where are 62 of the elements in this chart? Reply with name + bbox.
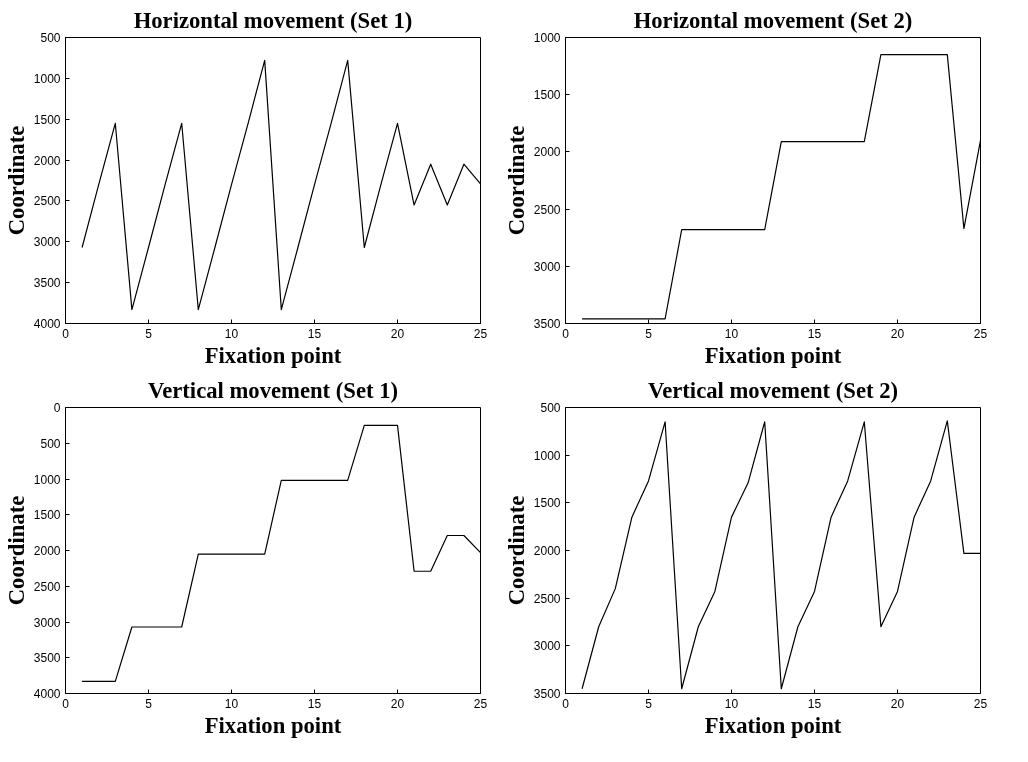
- y-tick-label: 2000: [33, 544, 61, 558]
- y-axis-title: Coordinate: [503, 495, 529, 606]
- x-tick-label: 15: [807, 326, 822, 341]
- x-tick-label: 15: [307, 696, 322, 711]
- y-tick-label: 3500: [533, 317, 561, 331]
- chart-title: Vertical movement (Set 1): [147, 377, 399, 403]
- y-tick-label: 1500: [533, 88, 561, 103]
- x-tick-label: 25: [973, 326, 988, 341]
- y-tick-label: 0: [53, 401, 61, 415]
- x-tick-label: 15: [307, 326, 322, 341]
- y-tick-label: 500: [40, 436, 61, 451]
- y-tick-label: 2500: [533, 202, 561, 217]
- y-tick-label: 3000: [33, 235, 61, 250]
- x-tick-label: 5: [645, 326, 653, 341]
- chart-title: Horizontal movement (Set 2): [633, 7, 913, 33]
- y-tick-label: 1000: [33, 71, 61, 86]
- x-axis-title: Fixation point: [204, 712, 342, 738]
- y-tick-label: 500: [40, 31, 61, 45]
- y-tick-label: 2500: [33, 579, 61, 594]
- x-tick-label: 10: [724, 696, 739, 711]
- x-tick-label: 10: [224, 696, 239, 711]
- x-tick-label: 10: [724, 326, 739, 341]
- y-tick-label: 500: [540, 401, 561, 415]
- y-tick-label: 1000: [533, 31, 561, 45]
- y-tick-label: 2000: [33, 153, 61, 168]
- y-tick-label: 2000: [533, 544, 561, 558]
- x-tick-label: 25: [973, 696, 988, 711]
- y-tick-label: 4000: [33, 317, 61, 331]
- x-tick-label: 15: [807, 696, 822, 711]
- y-tick-label: 1000: [33, 472, 61, 487]
- y-tick-label: 2500: [533, 591, 561, 606]
- x-tick-label: 5: [145, 696, 153, 711]
- x-tick-label: 10: [224, 326, 239, 341]
- x-tick-label: 5: [145, 326, 153, 341]
- x-axis-title: Fixation point: [704, 712, 842, 738]
- x-tick-label: 20: [890, 696, 905, 711]
- y-axis-title: Coordinate: [3, 495, 29, 606]
- y-tick-label: 4000: [33, 687, 61, 701]
- y-axis-title: Coordinate: [503, 125, 529, 236]
- y-tick-label: 3500: [33, 651, 61, 666]
- y-tick-label: 3000: [533, 639, 561, 654]
- x-tick-label: 25: [473, 696, 488, 711]
- y-tick-label: 3000: [533, 259, 561, 274]
- y-tick-label: 3500: [33, 276, 61, 291]
- y-tick-label: 1500: [33, 112, 61, 127]
- y-tick-label: 3500: [533, 687, 561, 701]
- y-tick-label: 2000: [533, 145, 561, 160]
- y-tick-label: 1500: [533, 496, 561, 511]
- y-tick-label: 1500: [33, 508, 61, 523]
- x-tick-label: 5: [645, 696, 653, 711]
- x-tick-label: 20: [890, 326, 905, 341]
- x-axis-title: Fixation point: [204, 342, 342, 368]
- x-tick-label: 20: [390, 696, 405, 711]
- chart-title: Horizontal movement (Set 1): [133, 7, 413, 33]
- x-axis-title: Fixation point: [704, 342, 842, 368]
- y-tick-label: 2500: [33, 194, 61, 209]
- y-tick-label: 1000: [533, 448, 561, 463]
- x-tick-label: 20: [390, 326, 405, 341]
- y-tick-label: 3000: [33, 615, 61, 630]
- y-axis-title: Coordinate: [3, 125, 29, 236]
- x-tick-label: 25: [473, 326, 488, 341]
- chart-title: Vertical movement (Set 2): [647, 377, 899, 403]
